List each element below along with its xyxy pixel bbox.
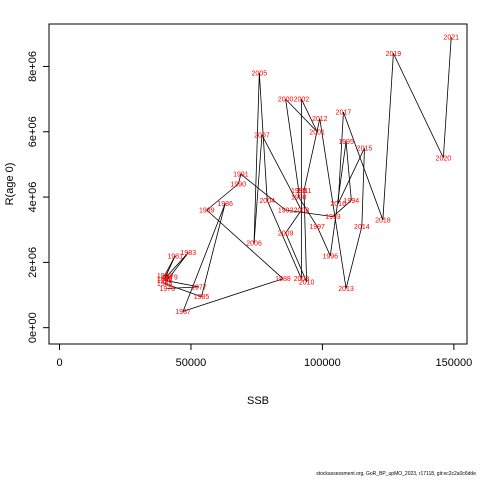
trajectory-segment-1989-1990 xyxy=(206,183,239,211)
year-label-1999: 1999 xyxy=(291,188,307,195)
trajectory-segment-1984-1985 xyxy=(164,283,202,298)
trajectory-segment-1976-1977 xyxy=(167,286,199,289)
year-label-2017: 2017 xyxy=(336,110,352,117)
year-label-2008: 2008 xyxy=(294,208,310,215)
trajectory-segment-2018-2019 xyxy=(382,53,394,220)
trajectory-segment-2004-2005 xyxy=(258,72,268,201)
y-axis: 0e+00 2e+06 4e+06 6e+06 8e+06 xyxy=(27,51,50,343)
year-label-2016: 2016 xyxy=(330,201,346,208)
y-axis-label: R(age 0) xyxy=(4,163,16,206)
trajectory-segment-1986-1987 xyxy=(182,203,226,312)
trajectory-segment-1999-2000 xyxy=(285,99,300,191)
year-label-1995: 1995 xyxy=(338,139,354,146)
trajectory-segment-1997-1998 xyxy=(298,196,318,227)
trajectory-segment-2011-2012 xyxy=(303,118,321,191)
year-label-2005: 2005 xyxy=(252,70,268,77)
year-label-2007: 2007 xyxy=(254,133,270,140)
year-label-2000: 2000 xyxy=(278,97,294,104)
trajectory-segment-1996-1997 xyxy=(316,226,331,257)
trajectory-segment-2012-2013 xyxy=(319,118,347,289)
year-label-1991: 1991 xyxy=(233,172,249,179)
trajectory-segment-1988-1989 xyxy=(206,209,284,279)
footer-text: stockassessment.org, GoR_BP_upMO_2023, r… xyxy=(316,471,476,477)
trajectory-segment-1994-1995 xyxy=(345,141,352,201)
trajectory-segment-2009-2010 xyxy=(285,232,308,283)
trajectory-lines xyxy=(164,37,452,312)
trajectory-segment-2019-2020 xyxy=(393,53,444,159)
year-label-1990: 1990 xyxy=(230,182,246,189)
trajectory-segment-2008-2009 xyxy=(285,209,302,234)
trajectory-segment-2007-2008 xyxy=(261,134,302,211)
year-label-2002: 2002 xyxy=(294,97,310,104)
year-label-1987: 1987 xyxy=(175,309,191,316)
year-label-1997: 1997 xyxy=(309,224,325,231)
year-label-2004: 2004 xyxy=(259,198,275,205)
year-label-1986: 1986 xyxy=(217,201,233,208)
x-tick-label-0: 0 xyxy=(56,357,62,369)
year-label-2019: 2019 xyxy=(386,51,402,58)
trajectory-segment-1990-1991 xyxy=(237,174,242,185)
trajectory-segment-2017-2018 xyxy=(343,112,384,221)
year-label-1996: 1996 xyxy=(323,253,339,260)
year-label-2021: 2021 xyxy=(443,35,459,42)
year-label-1977: 1977 xyxy=(191,284,207,291)
y-tick-label-2000000: 2e+06 xyxy=(27,247,39,278)
year-label-1983: 1983 xyxy=(181,250,197,257)
year-label-1978: 1978 xyxy=(157,278,173,285)
x-axis: 0 50000 100000 150000 xyxy=(56,343,472,369)
year-label-2011: 2011 xyxy=(296,188,311,195)
trajectory-segment-2005-2006 xyxy=(253,72,260,243)
trajectory-segment-2020-2021 xyxy=(442,37,452,158)
trajectory-segment-2013-2014 xyxy=(345,226,363,289)
x-tick-label-150000: 150000 xyxy=(435,357,472,369)
year-label-1984: 1984 xyxy=(157,281,173,288)
year-label-1994: 1994 xyxy=(344,198,360,205)
trajectory-segment-1982-1983 xyxy=(164,252,189,279)
year-label-1982: 1982 xyxy=(157,276,173,283)
year-label-1976: 1976 xyxy=(160,286,176,293)
year-label-1992: 1992 xyxy=(278,208,294,215)
year-label-1993: 1993 xyxy=(325,214,341,221)
year-label-1981: 1981 xyxy=(167,253,183,260)
year-label-1998: 1998 xyxy=(291,195,307,202)
year-label-1985: 1985 xyxy=(194,294,210,301)
y-tick-label-0: 0e+00 xyxy=(27,312,39,343)
year-label-2010: 2010 xyxy=(299,279,315,286)
year-label-2003: 2003 xyxy=(294,276,310,283)
year-label-1988: 1988 xyxy=(275,276,291,283)
trajectory-segment-2003-2004 xyxy=(266,200,302,279)
year-label-2020: 2020 xyxy=(436,155,452,162)
x-tick-label-100000: 100000 xyxy=(304,357,341,369)
y-tick-label-4000000: 4e+06 xyxy=(27,182,39,213)
trajectory-segment-1987-1988 xyxy=(182,278,284,312)
trajectory-segment-1985-1986 xyxy=(201,203,226,297)
trajectory-segment-2015-2016 xyxy=(337,147,365,204)
trajectory-segment-1991-1992 xyxy=(240,173,286,211)
year-label-1980: 1980 xyxy=(157,273,173,280)
year-label-2018: 2018 xyxy=(375,217,391,224)
trajectory-segment-2014-2015 xyxy=(361,148,365,227)
trajectory-segment-1983-1984 xyxy=(164,252,189,284)
year-label-2001: 2001 xyxy=(309,129,325,136)
year-label-2006: 2006 xyxy=(246,240,262,247)
trajectory-segment-2010-2011 xyxy=(303,190,308,282)
year-label-2014: 2014 xyxy=(354,224,370,231)
trajectory-segment-2001-2002 xyxy=(301,98,318,132)
year-label-2015: 2015 xyxy=(357,146,373,153)
x-tick-label-50000: 50000 xyxy=(176,357,207,369)
year-label-1989: 1989 xyxy=(199,208,215,215)
trajectory-segment-2006-2007 xyxy=(253,134,263,243)
trajectory-segment-1981-1982 xyxy=(164,255,176,279)
year-label-2009: 2009 xyxy=(278,230,294,237)
x-axis-label: SSB xyxy=(247,395,269,407)
y-tick-label-6000000: 6e+06 xyxy=(27,116,39,147)
year-label-2012: 2012 xyxy=(312,116,328,123)
trajectory-segment-2016-2017 xyxy=(337,112,344,204)
year-label-1979: 1979 xyxy=(162,275,178,282)
y-tick-label-8000000: 8e+06 xyxy=(27,51,39,82)
year-label-2013: 2013 xyxy=(338,286,354,293)
